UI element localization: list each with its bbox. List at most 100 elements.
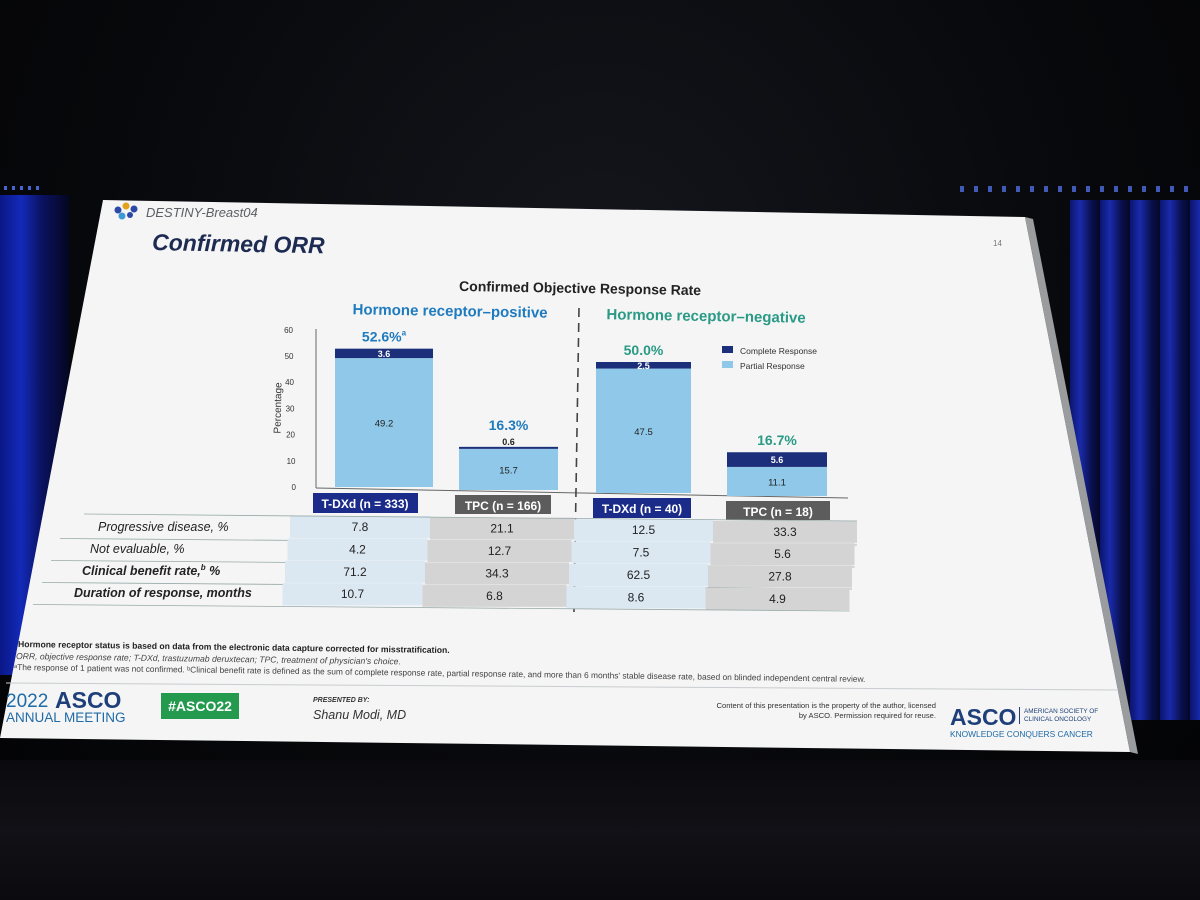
chart-bars: 49.2 3.6 52.6%a 15.7 0.6 16.3% 47.5 2.5 50.0% 11.… [335, 329, 827, 496]
bar-partial-response [727, 466, 827, 496]
slide-footer: 2022 ASCO ANNUAL MEETING #ASCO22 PRESENT… [5, 682, 1118, 739]
footer-divider [5, 682, 1118, 691]
meeting-org: ASCO [55, 687, 121, 713]
hashtag: #ASCO22 [168, 698, 232, 714]
legend: Complete Response Partial Response [722, 346, 817, 371]
category-label-tdxd-pos: T-DXd (n = 333) [321, 497, 408, 511]
table-cell-value: 12.5 [632, 523, 656, 537]
table-cell-value: 4.9 [769, 592, 786, 606]
category-label-tdxd-neg: T-DXd (n = 40) [602, 502, 682, 516]
bar-complete-response [596, 362, 691, 369]
table-row-label: Duration of response, months [74, 586, 252, 600]
y-tick-label: 10 [287, 457, 296, 466]
slide-title: Confirmed ORR [152, 229, 325, 258]
table-cell-value: 27.8 [768, 570, 792, 584]
table-cell-value: 7.5 [633, 546, 650, 560]
category-tab-tdxd-pos [313, 493, 418, 513]
group-divider [573, 307, 580, 613]
legend-label-complete: Complete Response [740, 346, 817, 356]
y-tick-label: 0 [292, 483, 297, 492]
asco-org-line2: CLINICAL ONCOLOGY [1024, 716, 1092, 723]
table-top-border [83, 513, 858, 522]
hashtag-badge [161, 693, 239, 719]
stage-lights-right [960, 186, 1190, 192]
meeting-name: ANNUAL MEETING [6, 710, 126, 725]
slide-shadow-edge [1025, 217, 1138, 754]
category-label-tpc-neg: TPC (n = 18) [743, 505, 813, 519]
table-cell [705, 588, 850, 610]
outcomes-table: Progressive disease, % 7.8 21.1 12.5 33.3 Not… [32, 513, 858, 612]
legend-swatch-partial [722, 361, 733, 368]
table-cell-value: 33.3 [773, 525, 797, 539]
study-name: DESTINY-Breast04 [146, 205, 258, 220]
category-labels: T-DXd (n = 333) TPC (n = 166) T-DXd (n =… [313, 493, 830, 520]
table-cell-value: 71.2 [343, 565, 367, 579]
table-cell [290, 516, 430, 538]
x-axis-line [315, 487, 849, 499]
category-tab-tdxd-neg [593, 498, 691, 518]
table-cell [566, 586, 706, 609]
label-total-orr: 52.6%a [362, 329, 407, 345]
category-label-tpc-pos: TPC (n = 166) [465, 499, 541, 513]
label-total-orr: 16.3% [489, 417, 529, 433]
table-cell [430, 517, 574, 540]
y-tick-label: 30 [286, 404, 295, 413]
label-total-orr: 16.7% [757, 432, 797, 448]
asco-org-line1: AMERICAN SOCIETY OF [1024, 708, 1098, 715]
row-label-suffix: % [206, 564, 221, 578]
table-cell [422, 584, 567, 607]
group-label-hr-negative: Hormone receptor–negative [606, 306, 806, 326]
label-partial-response: 11.1 [768, 477, 786, 488]
table-cell [287, 538, 428, 561]
table-cell [708, 565, 852, 588]
bar-partial-response [459, 448, 558, 490]
total-superscript: a [402, 329, 407, 338]
legend-label-partial: Partial Response [740, 361, 805, 371]
bar-complete-response [727, 452, 827, 467]
category-tab-tpc-neg [726, 501, 830, 520]
table-cell-value: 8.6 [628, 590, 645, 604]
y-axis-label: Percentage [273, 382, 285, 434]
row-label-superscript: b [201, 563, 206, 572]
chart-axes: 0 10 20 30 40 50 60 [284, 326, 849, 499]
table-cell [285, 560, 425, 583]
table-cell [282, 583, 423, 606]
legend-swatch-complete [722, 346, 733, 353]
table-cell [710, 543, 855, 566]
copyright-box: Content of this presentation is the prop… [716, 701, 936, 720]
presenter-name: Shanu Modi, MD [313, 708, 406, 722]
table-cell [571, 541, 711, 564]
asco-tagline: KNOWLEDGE CONQUERS CANCER [950, 729, 1093, 739]
page-number: 14 [993, 239, 1002, 248]
table-cell-value: 7.8 [352, 520, 369, 534]
table-cell-value: 4.2 [349, 542, 366, 556]
chart-title: Confirmed Objective Response Rate [459, 278, 701, 298]
y-tick-label: 20 [286, 431, 295, 440]
label-partial-response: 47.5 [634, 427, 653, 438]
label-partial-response: 15.7 [499, 465, 518, 476]
slide-background [0, 200, 1130, 752]
table-cell [425, 562, 569, 585]
table-cell [569, 564, 708, 586]
stage-lights-left [4, 186, 40, 190]
y-tick-label: 50 [285, 352, 294, 361]
table-cell [713, 520, 857, 543]
label-complete-response: 0.6 [502, 437, 515, 447]
y-tick-label: 60 [284, 326, 293, 335]
orr-chart: Confirmed Objective Response Rate Hormon… [273, 278, 849, 613]
group-label-hr-positive: Hormone receptor–positive [352, 301, 547, 321]
stage-floor [0, 760, 1200, 900]
table-cell-value: 6.8 [486, 589, 503, 603]
asco-logo-divider [1019, 707, 1020, 724]
bar-partial-response [335, 358, 433, 487]
label-complete-response: 3.6 [378, 349, 391, 359]
destiny-logo-icon [114, 202, 138, 220]
bar-complete-response [335, 348, 433, 359]
label-complete-response: 5.6 [771, 455, 784, 465]
table-row-label: Clinical benefit rate,b % [82, 563, 220, 578]
slide-header: DESTINY-Breast04 Confirmed ORR 14 [114, 202, 1002, 258]
label-complete-response: 2.5 [637, 361, 650, 371]
bar-complete-response [459, 446, 558, 449]
table-cell-value: 5.6 [774, 547, 791, 561]
